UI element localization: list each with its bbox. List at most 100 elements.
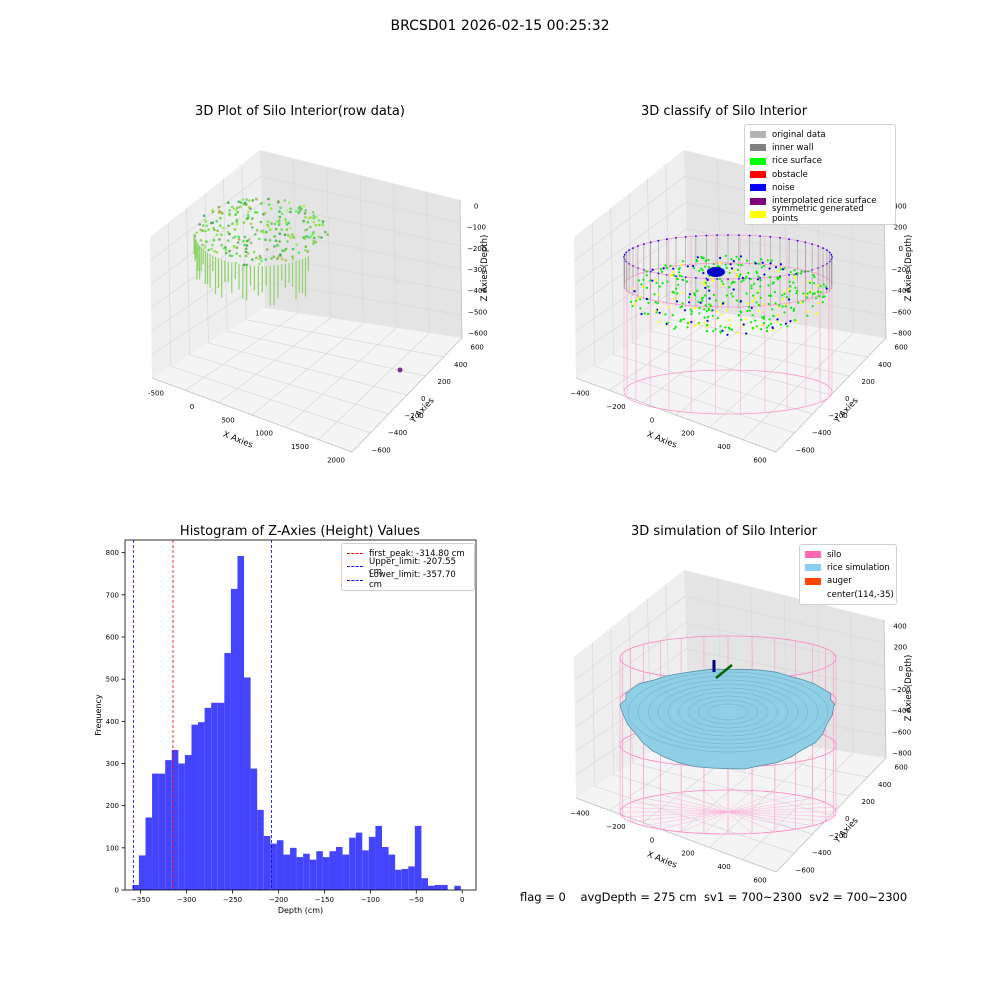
classify-x-tick-label: −400 <box>570 390 589 398</box>
classify-z-tick-label: 200 <box>894 224 907 232</box>
raw-x-tick-label: 0 <box>190 403 194 411</box>
classify-surface-point <box>751 300 755 303</box>
histogram-y-axis-label: Frequency <box>94 694 103 736</box>
raw-data-point <box>275 220 279 223</box>
raw-data-point <box>324 230 327 234</box>
classify-surface-point <box>756 291 759 294</box>
histogram-bar <box>198 722 205 890</box>
raw-data-point <box>207 248 211 252</box>
raw-data-point <box>220 233 223 237</box>
classify-surface-point <box>706 316 710 319</box>
raw-data-point <box>286 240 289 243</box>
histogram-legend-swatch <box>347 566 363 568</box>
histogram-y-tick-label: 400 <box>106 718 119 726</box>
raw-y-tick-label: −400 <box>388 429 407 437</box>
raw-data-point <box>283 233 287 237</box>
histogram-bar <box>217 702 225 890</box>
histogram-bar <box>375 825 382 890</box>
classify-surface-point <box>760 258 763 261</box>
classify-surface-point <box>758 310 761 313</box>
classify-surface-point <box>682 318 686 321</box>
histogram-y-tick-label: 300 <box>106 760 119 768</box>
histogram-legend-label: first_peak: -314.80 cm <box>369 548 465 559</box>
classify-surface-point <box>735 273 738 276</box>
raw-data-point <box>233 228 237 231</box>
classify-surface-point <box>639 298 642 301</box>
classify-surface-point <box>698 312 701 315</box>
raw-data-point <box>287 234 290 238</box>
classify-surface-point <box>677 271 681 274</box>
raw-data-point <box>269 228 272 231</box>
raw-data-point <box>289 226 292 230</box>
raw-data-point <box>195 231 198 235</box>
classify-legend-swatch <box>750 157 766 165</box>
classify-legend-label: original data <box>772 129 826 140</box>
raw-data-point <box>199 239 203 242</box>
classify-surface-point <box>801 282 804 285</box>
classify-surface-point <box>748 309 752 312</box>
raw-data-point <box>235 246 239 250</box>
classify-surface-point <box>762 322 766 325</box>
classify-legend-label: symmetric generated points <box>772 204 864 225</box>
raw-data-point <box>222 226 225 230</box>
histogram-y-tick-label: 100 <box>106 844 119 852</box>
raw-data-point <box>219 216 222 220</box>
classify-surface-point <box>787 298 791 301</box>
classify-y-tick-label: −200 <box>829 412 848 420</box>
raw-data-point <box>280 257 284 261</box>
classify-surface-point <box>761 261 764 264</box>
classify-surface-point <box>640 312 643 316</box>
classify-surface-point <box>630 286 634 289</box>
classify-surface-point <box>806 292 809 295</box>
classify-surface-point <box>779 263 783 266</box>
raw-data-point <box>244 247 248 250</box>
histogram-legend-entry: Lower_limit: -357.70 cm <box>347 570 469 590</box>
raw-data-point <box>291 255 294 258</box>
raw-data-point <box>262 212 265 216</box>
classify-surface-point <box>745 292 748 295</box>
simulation-legend-label: auger <box>827 576 852 587</box>
classify-surface-point <box>761 324 764 327</box>
classify-noise-cluster <box>707 267 725 277</box>
classify-surface-point <box>733 281 736 284</box>
simulation-legend-swatch <box>805 551 821 559</box>
raw-data-point <box>201 229 205 232</box>
classify-surface-point <box>785 303 788 306</box>
raw-data-point <box>298 206 302 210</box>
classify-surface-point <box>819 285 822 288</box>
raw-data-point <box>291 247 295 251</box>
classify-surface-point <box>779 323 783 326</box>
simulation-silo-floor-line <box>727 791 775 813</box>
classify-z-tick-label: 400 <box>893 203 906 211</box>
raw-data-point <box>230 205 234 209</box>
classify-surface-point <box>660 270 664 273</box>
raw-grid-line <box>246 319 444 358</box>
classify-noise-point <box>684 276 687 278</box>
classify-surface-point <box>737 268 740 272</box>
raw-data-point <box>304 215 307 219</box>
raw-data-point <box>237 238 241 241</box>
classify-surface-point <box>768 318 771 321</box>
classify-surface-point <box>704 304 707 307</box>
classify-noise-point <box>637 245 639 247</box>
simulation-legend-entry: auger <box>805 575 891 588</box>
classify-surface-point <box>666 280 669 283</box>
classify-z-tick-label: −600 <box>892 308 911 316</box>
simulation-silo-floor-line <box>727 802 826 813</box>
raw-data-point <box>291 257 295 261</box>
simulation-silo-floor-line <box>727 806 834 813</box>
simulation-x-tick-label: −400 <box>570 810 589 818</box>
raw-data-point <box>265 248 269 251</box>
classify-noise-point <box>804 241 807 244</box>
classify-x-tick-label: 0 <box>650 416 654 424</box>
raw-data-point <box>258 254 262 258</box>
raw-data-point <box>267 197 270 201</box>
histogram-bar <box>257 809 264 890</box>
classify-x-axis-line <box>575 377 777 453</box>
figure-title: BRCSD01 2026-02-15 00:25:32 <box>390 18 610 34</box>
classify-legend-entry: inner wall <box>750 141 890 154</box>
classify-surface-point <box>678 274 681 277</box>
raw-data-point <box>272 255 276 258</box>
raw-z-axis-line <box>459 199 463 339</box>
histogram-bar <box>145 817 153 890</box>
